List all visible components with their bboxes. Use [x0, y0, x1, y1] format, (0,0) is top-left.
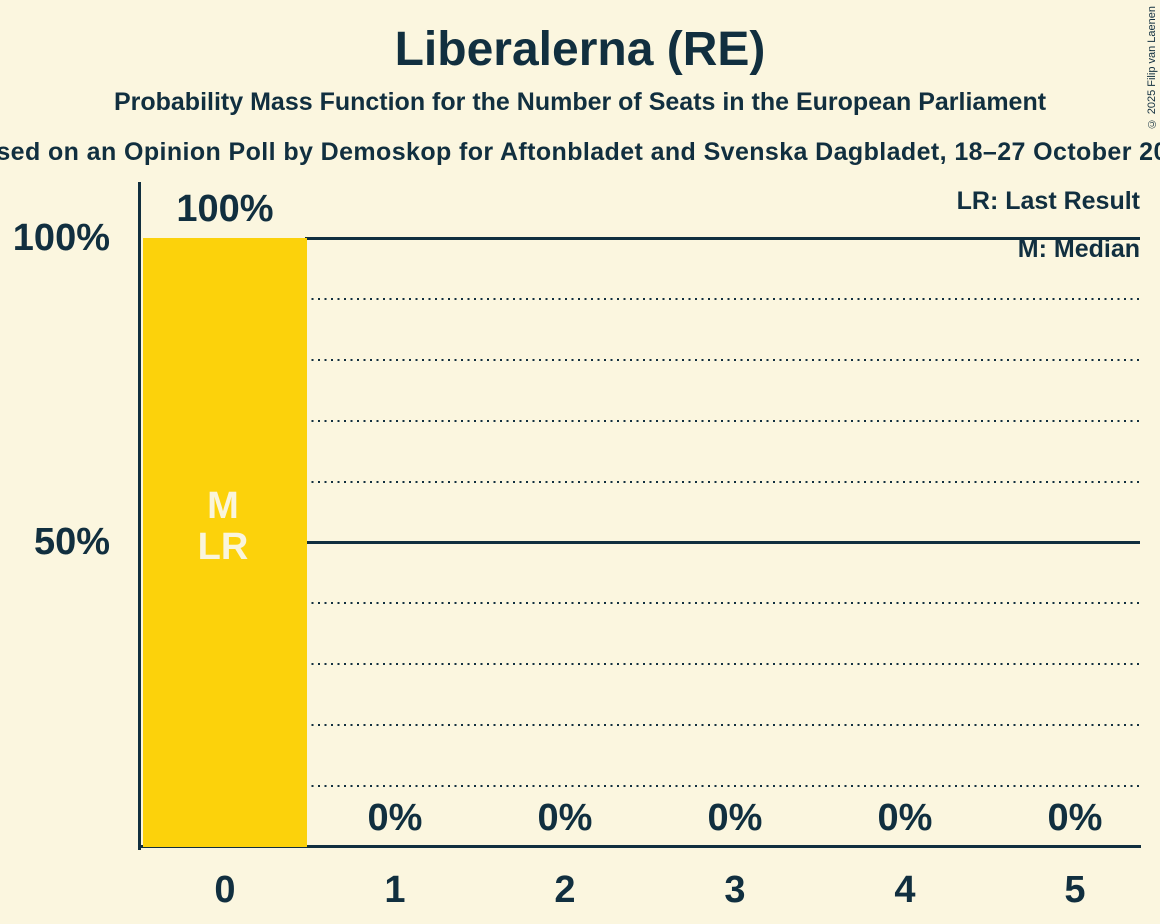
- value-label-seats-2: 0%: [537, 797, 593, 839]
- gridline-20pct: [305, 724, 1140, 726]
- gridline-60pct: [305, 481, 1140, 483]
- median-marker: M: [207, 485, 239, 527]
- y-axis-label-50: 50%: [33, 521, 110, 563]
- x-tick-label-5: 5: [1064, 869, 1086, 911]
- gridline-40pct: [305, 602, 1140, 604]
- y-axis-line: [138, 182, 141, 850]
- value-label-seats-4: 0%: [877, 797, 933, 839]
- x-tick-label-1: 1: [384, 869, 406, 911]
- chart-subtitle: Probability Mass Function for the Number…: [113, 88, 1047, 116]
- gridline-10pct: [305, 785, 1140, 787]
- legend-last-result: LR: Last Result: [956, 187, 1140, 215]
- x-axis-line: [138, 845, 1141, 848]
- y-axis-label-100: 100%: [12, 217, 110, 259]
- gridline-70pct: [305, 420, 1140, 422]
- value-label-seats-1: 0%: [367, 797, 423, 839]
- copyright-notice: © 2025 Filip van Laenen: [1146, 6, 1158, 130]
- value-label-seats-5: 0%: [1047, 797, 1103, 839]
- chart-source-line: Based on an Opinion Poll by Demoskop for…: [0, 138, 1160, 166]
- gridline-100pct: [305, 237, 1140, 240]
- x-tick-label-0: 0: [214, 869, 236, 911]
- gridline-50pct: [305, 541, 1140, 544]
- chart-title: Liberalerna (RE): [394, 23, 766, 76]
- gridline-80pct: [305, 359, 1140, 361]
- x-tick-label-2: 2: [554, 869, 576, 911]
- x-tick-label-4: 4: [894, 869, 916, 911]
- gridline-30pct: [305, 663, 1140, 665]
- last-result-marker: LR: [197, 526, 249, 568]
- x-tick-label-3: 3: [724, 869, 746, 911]
- bar-median-last-result-annotation: M LR: [141, 486, 305, 568]
- gridline-90pct: [305, 298, 1140, 300]
- value-label-seats-0: 100%: [176, 188, 274, 230]
- bar-seats-0: [143, 238, 307, 847]
- value-label-seats-3: 0%: [707, 797, 763, 839]
